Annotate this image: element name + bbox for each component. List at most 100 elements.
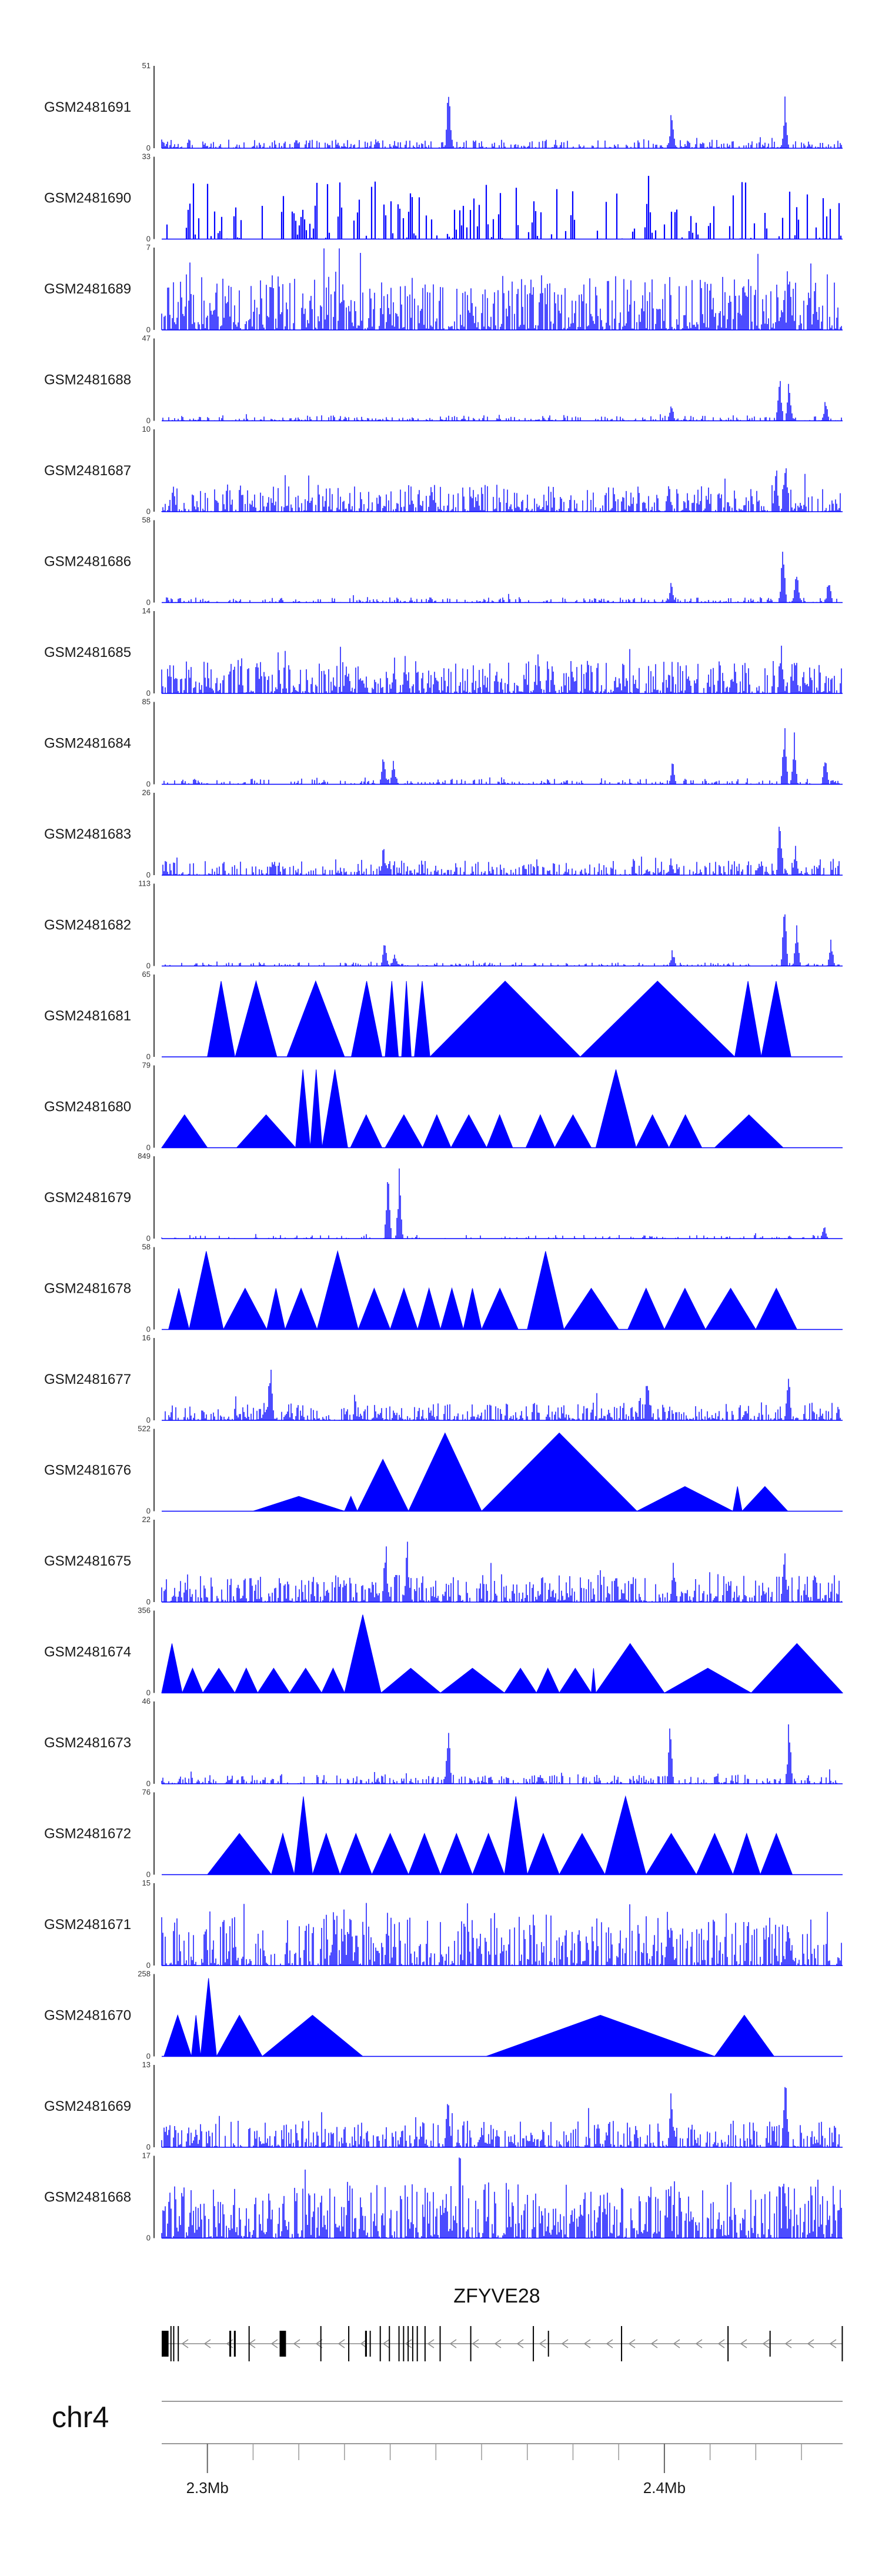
scale-min-label: 0 <box>146 2234 151 2243</box>
signal-peak <box>189 1251 224 1330</box>
track-label: GSM2481683 <box>44 826 131 842</box>
scale-max-label: 10 <box>142 425 151 433</box>
strand-chevron <box>181 2339 189 2348</box>
scale-min-label: 0 <box>146 1234 151 1243</box>
signal-bars <box>162 381 842 421</box>
strand-chevron <box>673 2339 680 2348</box>
signal-peak <box>563 1287 620 1330</box>
strand-chevron <box>762 2339 770 2348</box>
signal-bars <box>161 2157 842 2238</box>
scale-min-label: 0 <box>146 2052 151 2061</box>
scale-min-label: 0 <box>146 1052 151 1061</box>
signal-tracks: GSM2481691510GSM2481690330GSM248168970GS… <box>44 61 844 2243</box>
track-label: GSM2481687 <box>44 463 131 479</box>
signal-bars <box>161 96 842 148</box>
signal-peak <box>371 1833 409 1875</box>
gene-exon <box>621 2326 623 2361</box>
track-GSM2481689: GSM2481689 7 0 <box>44 243 843 334</box>
signal-peak <box>407 1833 441 1875</box>
gene-exon <box>727 2326 729 2361</box>
gene-exon <box>424 2326 426 2361</box>
signal-peak <box>591 1668 596 1693</box>
signal-peak <box>322 1069 348 1148</box>
signal-peak <box>440 1287 464 1330</box>
scale-max-label: 47 <box>142 334 151 343</box>
signal-peak <box>422 1114 452 1148</box>
signal-peak <box>732 1832 761 1875</box>
signal-peak <box>604 1795 647 1875</box>
signal-peak <box>741 1486 789 1511</box>
strand-chevron <box>717 2339 725 2348</box>
signal-peak <box>554 1114 592 1148</box>
signal-peak <box>503 1667 537 1693</box>
strand-chevron <box>449 2339 457 2348</box>
signal-peak <box>595 1643 665 1693</box>
track-label: GSM2481679 <box>44 1190 131 1206</box>
gene-exon <box>403 2326 405 2361</box>
scale-max-label: 13 <box>142 2060 151 2069</box>
signal-peak <box>407 1432 482 1511</box>
signal-bars <box>166 176 842 239</box>
signal-bars <box>162 826 840 875</box>
track-GSM2481687: GSM2481687 10 0 <box>44 425 843 516</box>
track-GSM2481685: GSM2481685 14 0 <box>44 606 843 698</box>
strand-chevron <box>740 2339 747 2348</box>
scale-min-label: 0 <box>146 1870 151 1879</box>
scale-max-label: 76 <box>142 1788 151 1797</box>
signal-peak <box>732 1486 743 1511</box>
track-label: GSM2481674 <box>44 1644 131 1660</box>
signal-peak <box>161 1643 183 1693</box>
signal-peak <box>579 980 736 1057</box>
signal-peak <box>463 1288 482 1330</box>
track-label: GSM2481688 <box>44 372 131 388</box>
scale-max-label: 522 <box>138 1424 151 1433</box>
track-label: GSM2481690 <box>44 191 131 206</box>
signal-bars <box>161 645 842 693</box>
strand-chevron <box>203 2339 211 2348</box>
signal-peak <box>310 1069 323 1148</box>
strand-chevron <box>516 2339 524 2348</box>
scale-max-label: 85 <box>142 698 151 706</box>
strand-chevron <box>628 2339 636 2348</box>
scale-max-label: 7 <box>146 243 151 252</box>
gene-exon <box>412 2326 413 2361</box>
signal-peak <box>270 1832 295 1875</box>
strand-chevron <box>270 2339 278 2348</box>
signal-peak <box>714 1114 784 1148</box>
signal-peak <box>750 1643 844 1693</box>
gene-exon <box>348 2326 350 2361</box>
track-label: GSM2481675 <box>44 1553 131 1569</box>
signal-peak <box>356 1459 409 1511</box>
signal-bars <box>165 914 840 966</box>
track-label: GSM2481686 <box>44 554 131 570</box>
track-label: GSM2481669 <box>44 2098 131 2114</box>
signal-peak <box>389 1287 418 1330</box>
signal-peak <box>200 1978 217 2057</box>
track-GSM2481675: GSM2481675 22 0 <box>44 1515 843 1606</box>
strand-chevron <box>829 2339 837 2348</box>
scale-max-label: 258 <box>138 1970 151 1978</box>
track-label: GSM2481685 <box>44 645 131 660</box>
track-GSM2481691: GSM2481691 51 0 <box>44 61 843 152</box>
scale-max-label: 356 <box>138 1606 151 1615</box>
signal-peak <box>401 981 412 1057</box>
signal-peak <box>704 1287 757 1330</box>
signal-bars <box>161 1168 829 1239</box>
strand-chevron <box>472 2339 479 2348</box>
signal-peak <box>321 1667 345 1693</box>
strand-chevron <box>695 2339 703 2348</box>
signal-peak <box>385 981 399 1057</box>
scale-min-label: 0 <box>146 1597 151 1606</box>
signal-peak <box>339 1833 373 1875</box>
signal-peak <box>527 1251 564 1330</box>
strand-chevron <box>539 2339 546 2348</box>
scale-min-label: 0 <box>146 325 151 334</box>
strand-chevron <box>427 2339 435 2348</box>
signal-peak <box>236 1114 296 1148</box>
signal-peak <box>527 1833 560 1875</box>
scale-max-label: 849 <box>138 1152 151 1160</box>
gene-exon <box>178 2326 179 2361</box>
scale-max-label: 14 <box>142 606 151 615</box>
signal-peak <box>504 1796 528 1875</box>
